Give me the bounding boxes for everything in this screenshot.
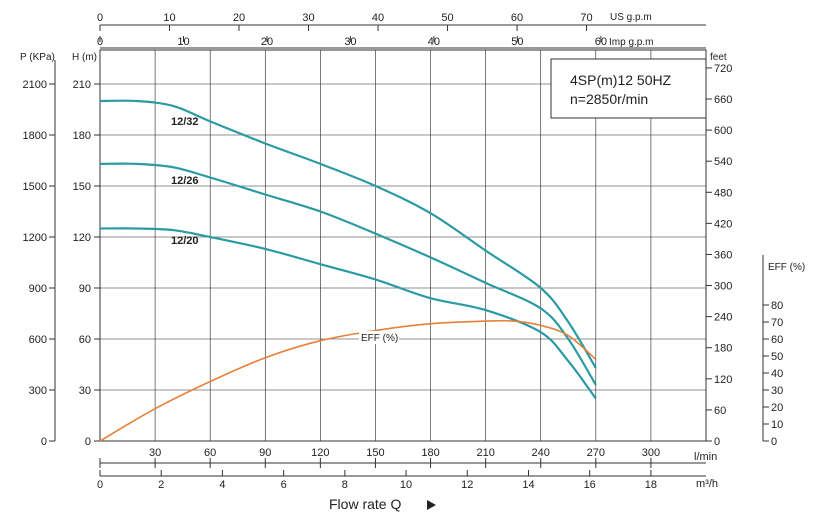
feet-tick-label: 120 (714, 374, 732, 386)
feet-tick-label: 60 (714, 405, 726, 417)
head-tick-label: 0 (85, 436, 91, 448)
axis-tick-labels: 30 60 90 120 150 180 210 240 270 3000306090120150… (23, 12, 784, 491)
head-tick-label: 180 (73, 130, 91, 142)
feet-axis-title: feet (710, 52, 727, 63)
curve-12-20 (99, 227, 597, 400)
curve-label-12-26: 12/26 (171, 175, 199, 187)
eff-tick-label: 50 (771, 351, 783, 363)
pressure-axis-title: P (KPa) (20, 52, 55, 63)
flow-m3h-tick-label: 12 (461, 479, 473, 491)
flow-usgpm-tick-label: 20 (233, 12, 245, 24)
flow-impgpm-tick-label: 0 (97, 36, 103, 48)
flow-usgpm-axis-title: US g.p.m (610, 12, 652, 23)
curves (99, 99, 597, 442)
eff-tick-label: 80 (771, 300, 783, 312)
flow-m3h-tick-label: 8 (342, 479, 348, 491)
flow-usgpm-tick-label: 10 (163, 12, 175, 24)
flow-impgpm-tick-label: 10 (177, 36, 189, 48)
flow-lpm-tick-label: 150 (366, 447, 384, 459)
eff-tick-label: 10 (771, 419, 783, 431)
pressure-tick-label: 900 (29, 283, 47, 295)
feet-tick-label: 600 (714, 125, 732, 137)
feet-tick-label: 660 (714, 94, 732, 106)
feet-tick-label: 720 (714, 63, 732, 75)
flow-usgpm-tick-label: 0 (97, 12, 103, 24)
flow-m3h-tick-label: 18 (645, 479, 657, 491)
head-tick-label: 90 (79, 283, 91, 295)
model-label-line2: n=2850r/min (570, 91, 648, 107)
flow-m3h-tick-label: 4 (219, 479, 225, 491)
flow-m3h-tick-label: 2 (158, 479, 164, 491)
flow-usgpm-tick-label: 60 (511, 12, 523, 24)
flow-lpm-tick-label: 210 (476, 447, 494, 459)
flow-lpm-tick-label: 240 (532, 447, 550, 459)
pressure-tick-label: 1800 (23, 130, 47, 142)
flow-usgpm-tick-label: 50 (441, 12, 453, 24)
eff-tick-label: 70 (771, 317, 783, 329)
flow-impgpm-axis-title: Imp g.p.m (609, 37, 653, 48)
pressure-tick-label: 1200 (23, 232, 47, 244)
eff-tick-label: 60 (771, 334, 783, 346)
curve-label-12-32: 12/32 (171, 116, 199, 128)
flow-m3h-tick-label: 16 (584, 479, 596, 491)
flow-lpm-axis-title: l/min (694, 451, 717, 463)
curve-label-12-20: 12/20 (171, 235, 199, 247)
eff-label-bg (359, 331, 399, 344)
head-tick-label: 150 (73, 181, 91, 193)
feet-tick-label: 180 (714, 343, 732, 355)
feet-tick-label: 420 (714, 218, 732, 230)
curve-label-eff: EFF (%) (361, 333, 398, 344)
flow-lpm-tick-label: 90 (259, 447, 271, 459)
flow-usgpm-tick-label: 70 (580, 12, 592, 24)
flow-usgpm-tick-label: 30 (302, 12, 314, 24)
flow-usgpm-tick-label: 40 (372, 12, 384, 24)
pressure-tick-label: 2100 (23, 79, 47, 91)
flow-lpm-tick-label: 120 (311, 447, 329, 459)
flow-lpm-tick-label: 60 (204, 447, 216, 459)
head-tick-label: 210 (73, 79, 91, 91)
feet-tick-label: 360 (714, 249, 732, 261)
head-axis-title: H (m) (72, 52, 97, 63)
flow-impgpm-tick-label: 60 (595, 36, 607, 48)
flow-m3h-tick-label: 14 (522, 479, 534, 491)
pressure-tick-label: 300 (29, 385, 47, 397)
flow-impgpm-tick-label: 50 (511, 36, 523, 48)
eff-axis-title: EFF (%) (768, 262, 805, 273)
eff-tick-label: 40 (771, 368, 783, 380)
feet-tick-label: 480 (714, 187, 732, 199)
model-label-line1: 4SP(m)12 50HZ (570, 72, 672, 88)
flow-m3h-tick-label: 6 (281, 479, 287, 491)
feet-tick-label: 240 (714, 312, 732, 324)
flow-lpm-tick-label: 30 (149, 447, 161, 459)
curve-eff (99, 319, 597, 442)
flow-rate-arrow-icon (427, 500, 436, 510)
pressure-tick-label: 600 (29, 334, 47, 346)
feet-tick-label: 300 (714, 281, 732, 293)
curve-12-26 (99, 162, 597, 386)
flow-m3h-tick-label: 10 (400, 479, 412, 491)
flow-lpm-tick-label: 180 (421, 447, 439, 459)
flow-lpm-tick-label: 270 (587, 447, 605, 459)
flow-lpm-tick-label: 300 (642, 447, 660, 459)
flow-rate-label: Flow rate Q (329, 496, 401, 512)
model-label-box (550, 58, 707, 119)
pressure-tick-label: 1500 (23, 181, 47, 193)
flow-m3h-tick-label: 0 (97, 479, 103, 491)
eff-tick-label: 30 (771, 385, 783, 397)
head-tick-label: 30 (79, 385, 91, 397)
flow-impgpm-tick-label: 40 (428, 36, 440, 48)
pressure-tick-label: 0 (41, 436, 47, 448)
flow-impgpm-tick-label: 30 (344, 36, 356, 48)
eff-tick-label: 0 (771, 436, 777, 448)
flow-m3h-axis-title: m³/h (696, 478, 718, 490)
feet-tick-label: 540 (714, 156, 732, 168)
feet-tick-label: 0 (714, 436, 720, 448)
flow-impgpm-tick-label: 20 (261, 36, 273, 48)
head-tick-label: 120 (73, 232, 91, 244)
eff-tick-label: 20 (771, 402, 783, 414)
curve-12-32 (99, 99, 597, 369)
head-tick-label: 60 (79, 334, 91, 346)
